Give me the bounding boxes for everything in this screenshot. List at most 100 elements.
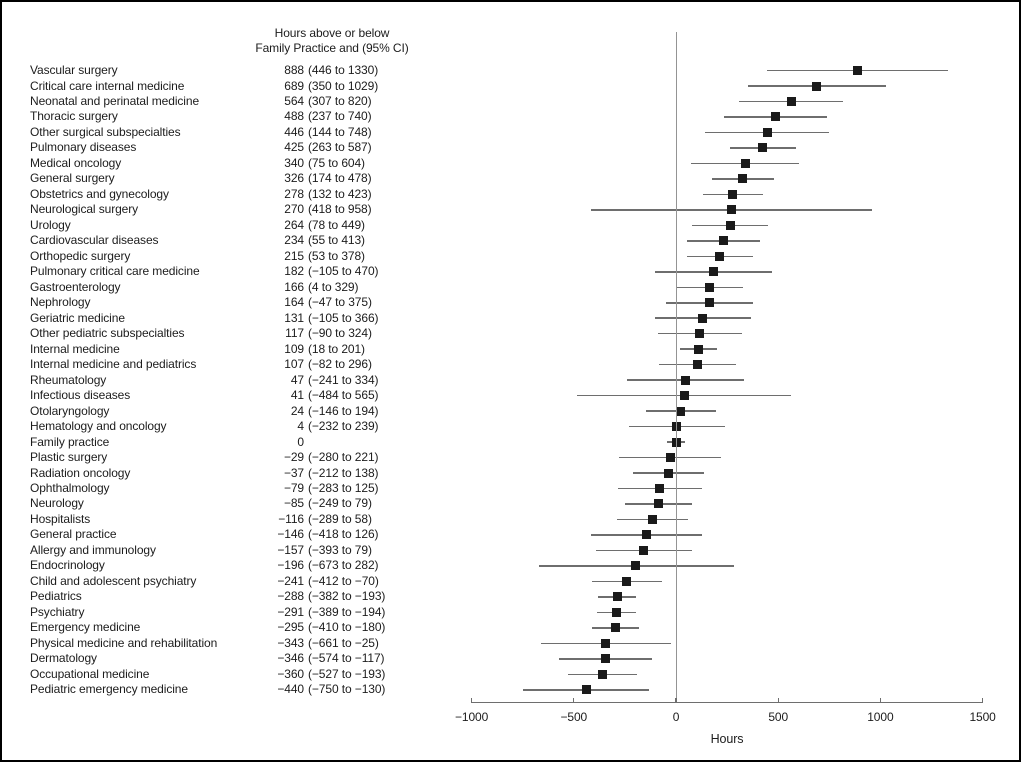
row-ci: (−484 to 565) — [308, 388, 379, 403]
row-estimate: −346 — [277, 651, 304, 666]
row-estimate: −29 — [283, 450, 304, 464]
row-ci: (−410 to −180) — [308, 620, 386, 635]
row-ci: (−574 to −117) — [308, 651, 385, 666]
row-label: Vascular surgery — [30, 63, 118, 77]
row-label: General surgery — [30, 171, 115, 186]
column-header-line1: Hours above or below — [274, 26, 390, 40]
row-label: Child and adolescent psychiatry — [30, 573, 197, 588]
row-label: Occupational medicine — [30, 666, 150, 681]
row-label: Allergy and immunology — [30, 542, 156, 557]
row-estimate: −37 — [283, 465, 304, 480]
row-ci: (418 to 958) — [308, 202, 372, 217]
axis-tick-label: 0 — [672, 710, 680, 724]
row-marker — [726, 205, 736, 215]
row-marker — [665, 453, 675, 462]
row-label: Critical care internal medicine — [30, 78, 185, 93]
row-marker — [786, 97, 796, 106]
row-marker — [758, 143, 768, 153]
row-label: Infectious diseases — [30, 388, 131, 403]
row-estimate: 24 — [290, 403, 304, 418]
row-estimate: 4 — [297, 419, 304, 433]
row-marker — [681, 375, 691, 385]
row-ci: (132 to 423) — [308, 186, 372, 201]
axis-tick — [777, 698, 779, 703]
row-label: Neonatal and perinatal medicine — [30, 94, 200, 108]
row-estimate: 164 — [284, 295, 304, 310]
row-label: Endocrinology — [30, 558, 105, 573]
row-marker — [581, 685, 591, 695]
row-ci: (53 to 378) — [308, 248, 365, 263]
row-label: Other pediatric subspecialties — [30, 326, 185, 341]
row-estimate: 488 — [284, 109, 304, 124]
row-marker — [695, 329, 705, 339]
row-label: Family practice — [30, 434, 110, 449]
row-estimate: 0 — [297, 434, 304, 449]
axis-tick — [879, 698, 881, 703]
row-label: Orthopedic surgery — [30, 248, 131, 263]
row-ci: (−673 to 282) — [308, 558, 379, 573]
row-marker — [600, 654, 610, 664]
axis-tick-label: 1500 — [969, 710, 996, 724]
row-ci: (−82 to 296) — [308, 357, 372, 372]
row-ci: (350 to 1029) — [308, 78, 379, 93]
axis-tick-label: 500 — [768, 710, 789, 724]
row-estimate: −85 — [283, 496, 304, 511]
row-marker — [654, 499, 664, 509]
row-estimate: 131 — [284, 310, 304, 325]
row-ci: (−146 to 194) — [308, 403, 379, 418]
row-ci: (−389 to −194) — [308, 604, 386, 619]
row-ci: (−241 to 334) — [308, 372, 379, 387]
row-label: Urology — [30, 217, 71, 232]
axis-tick-label: −1000 — [454, 710, 489, 724]
row-label: Psychiatry — [30, 604, 85, 619]
row-ci: (−232 to 239) — [308, 419, 379, 433]
row-marker — [705, 298, 714, 308]
row-label: Hospitalists — [30, 511, 91, 526]
row-ci: (144 to 748) — [308, 124, 372, 139]
row-label: Hematology and oncology — [30, 419, 167, 433]
row-ci: (−280 to 221) — [308, 450, 379, 464]
row-estimate: 166 — [284, 279, 304, 294]
axis-tick — [982, 698, 984, 703]
row-marker — [812, 81, 822, 91]
row-estimate: 215 — [284, 248, 304, 263]
row-marker — [597, 669, 607, 679]
row-label: Pediatric emergency medicine — [30, 682, 188, 697]
row-label: Nephrology — [30, 295, 91, 310]
row-ci: (78 to 449) — [308, 217, 365, 232]
row-label: Ophthalmology — [30, 481, 110, 495]
axis-tick-label: 1000 — [867, 710, 894, 724]
row-estimate: −79 — [283, 481, 304, 495]
row-estimate: −241 — [277, 573, 304, 588]
row-estimate: 689 — [284, 78, 304, 93]
row-estimate: −288 — [277, 589, 304, 604]
row-ci: (−393 to 79) — [308, 542, 372, 557]
row-estimate: −157 — [277, 542, 304, 557]
row-label: Dermatology — [30, 651, 97, 666]
row-ci: (−90 to 324) — [308, 326, 372, 341]
row-marker — [611, 623, 621, 633]
row-label: Other surgical subspecialties — [30, 124, 181, 139]
column-header-line2: Family Practice and (95% CI) — [255, 41, 409, 55]
row-marker — [601, 638, 611, 648]
row-estimate: 425 — [284, 140, 304, 155]
row-label: Gastroenterology — [30, 279, 121, 294]
row-estimate: 182 — [284, 264, 304, 279]
row-label: Otolaryngology — [30, 403, 110, 418]
row-label: Internal medicine and pediatrics — [30, 357, 197, 372]
row-estimate: 109 — [284, 341, 304, 356]
row-marker — [676, 406, 686, 416]
row-estimate: 41 — [290, 388, 304, 403]
row-marker — [631, 561, 641, 571]
row-ci: (−212 to 138) — [308, 465, 379, 480]
row-ci: (446 to 1330) — [308, 63, 379, 77]
row-marker — [622, 576, 632, 586]
row-ci: (55 to 413) — [308, 233, 365, 248]
row-marker — [771, 112, 781, 122]
row-label: Physical medicine and rehabilitation — [30, 635, 218, 650]
row-estimate: −196 — [277, 558, 304, 573]
row-ci: (−105 to 470) — [308, 264, 379, 279]
row-ci: (−382 to −193) — [308, 589, 386, 604]
row-ci: (75 to 604) — [308, 155, 365, 170]
